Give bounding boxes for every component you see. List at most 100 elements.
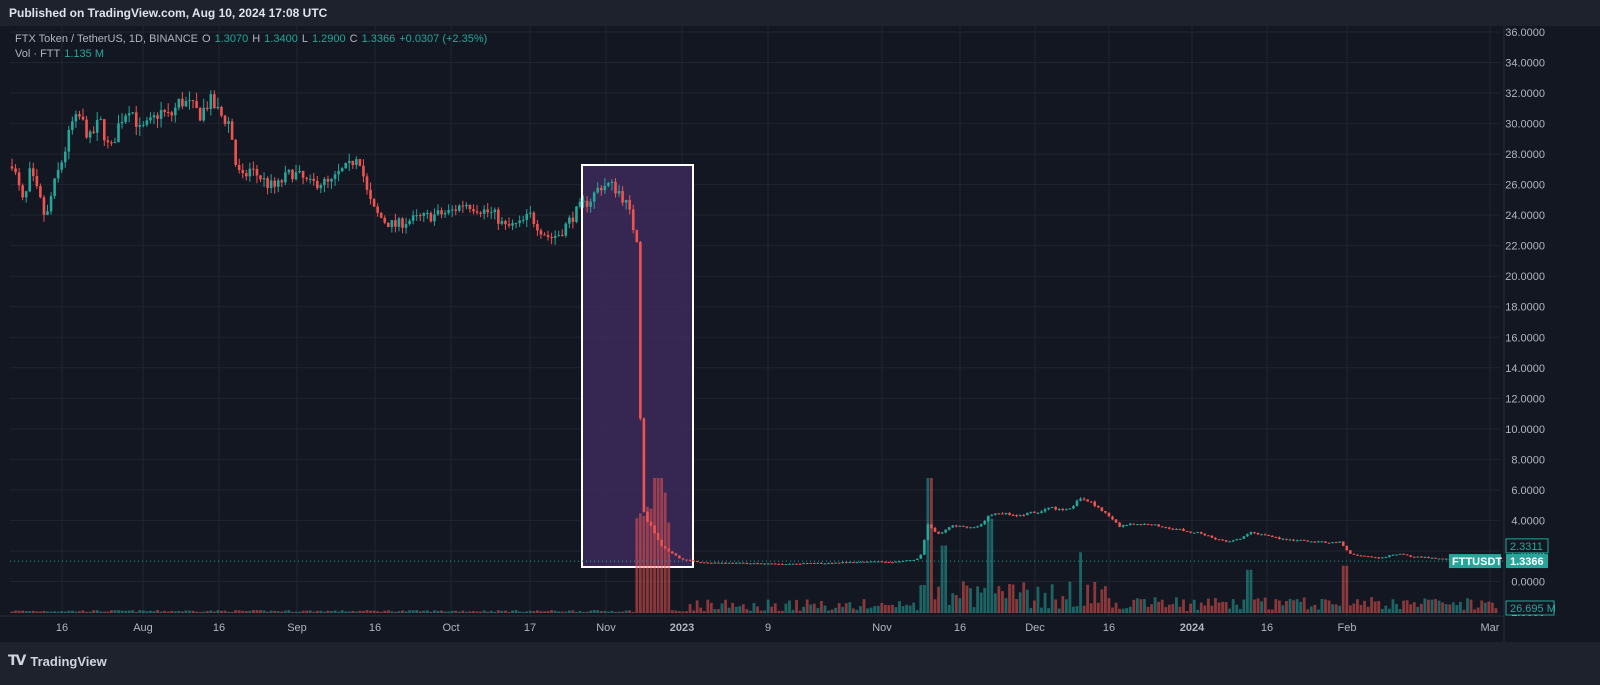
volume-bar bbox=[1412, 602, 1416, 613]
candle-body bbox=[610, 181, 614, 183]
volume-bar bbox=[930, 478, 933, 613]
volume-name[interactable]: Vol · FTT bbox=[15, 47, 61, 60]
volume-bar bbox=[1391, 599, 1395, 613]
time-tick-label: Sep bbox=[287, 622, 307, 634]
candle-body bbox=[976, 526, 979, 528]
candle-body bbox=[465, 204, 468, 207]
candle-body bbox=[635, 230, 639, 243]
candle-body bbox=[1341, 541, 1345, 546]
volume-bar bbox=[276, 611, 280, 613]
candle-body bbox=[355, 159, 358, 166]
candle-body bbox=[458, 205, 461, 211]
candle-body bbox=[1093, 501, 1097, 506]
volume-bar bbox=[205, 611, 209, 613]
volume-bar bbox=[63, 611, 67, 613]
candle-body bbox=[1299, 539, 1302, 541]
candle-body bbox=[280, 180, 284, 183]
candle-body bbox=[1079, 498, 1082, 501]
volume-bar bbox=[390, 611, 394, 613]
candle-body bbox=[181, 98, 184, 107]
candle-body bbox=[1231, 540, 1235, 542]
candle-body bbox=[1416, 556, 1420, 558]
candle-body bbox=[1214, 537, 1217, 540]
candle-body bbox=[1420, 556, 1423, 558]
volume-bar bbox=[1359, 604, 1363, 613]
candle-body bbox=[766, 563, 770, 565]
candle-body bbox=[1182, 528, 1185, 531]
candle-body bbox=[1281, 538, 1285, 540]
volume-bar bbox=[674, 610, 678, 613]
volume-bar bbox=[110, 610, 113, 613]
candle-body bbox=[805, 563, 809, 565]
volume-bar bbox=[394, 611, 397, 613]
candle-body bbox=[1125, 525, 1128, 527]
volume-bar bbox=[1487, 601, 1491, 613]
candle-body bbox=[983, 521, 986, 525]
volume-bar bbox=[1189, 603, 1192, 613]
candle-body bbox=[685, 559, 688, 561]
volume-bar bbox=[1419, 603, 1423, 613]
candle-body bbox=[166, 112, 170, 114]
volume-bar bbox=[14, 610, 17, 613]
volume-bar bbox=[614, 611, 617, 613]
volume-bar bbox=[596, 610, 600, 613]
candle-body bbox=[663, 546, 667, 549]
volume-bar bbox=[433, 610, 436, 613]
candle-body bbox=[177, 98, 181, 108]
candle-body bbox=[546, 235, 550, 238]
ohlc-row: FTX Token / TetherUS, 1D, BINANCE O 1.307… bbox=[15, 31, 487, 46]
candle-body bbox=[1235, 539, 1239, 541]
candle-body bbox=[17, 172, 21, 186]
volume-bar bbox=[1228, 608, 1232, 613]
volume-bar bbox=[912, 602, 916, 613]
volume-bar bbox=[1270, 609, 1274, 613]
volume-bar bbox=[273, 610, 277, 613]
volume-bar bbox=[685, 611, 688, 613]
volume-bar bbox=[99, 611, 103, 613]
volume-bar bbox=[1086, 584, 1090, 613]
volume-bar bbox=[1022, 582, 1026, 613]
volume-bar bbox=[940, 545, 944, 613]
price-axis[interactable]: 36.0000 34.0000 32.0000 30.0000 28.0000 26.00… bbox=[1505, 27, 1545, 619]
candle-body bbox=[1302, 539, 1306, 541]
volume-bar bbox=[354, 611, 358, 613]
candle-body bbox=[316, 180, 319, 189]
candle-body bbox=[699, 562, 702, 564]
candle-body bbox=[1246, 534, 1249, 537]
volume-bar bbox=[244, 611, 248, 613]
candle-body bbox=[951, 525, 955, 528]
volume-bar bbox=[1302, 597, 1306, 613]
volume-bar bbox=[397, 611, 401, 613]
price-chart[interactable]: 36.0000 34.0000 32.0000 30.0000 28.0000 26.00… bbox=[0, 26, 1600, 642]
candle-body bbox=[92, 131, 95, 133]
tradingview-logo[interactable]: 𝗧𝗩 TradingView bbox=[8, 653, 107, 669]
volume-bar bbox=[1157, 601, 1161, 613]
volume-bar bbox=[216, 610, 220, 613]
volume-bar bbox=[1288, 598, 1292, 613]
volume-bar bbox=[883, 604, 887, 613]
candle-body bbox=[1402, 553, 1405, 555]
volume-bar bbox=[1118, 608, 1121, 613]
volume-bar bbox=[255, 610, 259, 613]
candle-body bbox=[720, 562, 724, 564]
volume-bar bbox=[447, 611, 451, 613]
volume-bar bbox=[1380, 608, 1384, 613]
candle-body bbox=[990, 514, 994, 516]
volume-bar bbox=[564, 611, 568, 613]
symbol-name[interactable]: FTX Token / TetherUS, 1D, BINANCE bbox=[15, 32, 198, 45]
candle-body bbox=[1114, 519, 1118, 523]
candle-body bbox=[532, 212, 536, 224]
candle-body bbox=[1185, 530, 1189, 532]
volume-bar bbox=[727, 607, 731, 613]
volume-bar bbox=[763, 610, 766, 613]
low-value: 1.2900 bbox=[311, 32, 346, 45]
volume-bar bbox=[401, 610, 404, 613]
candle-body bbox=[671, 551, 674, 554]
candle-body bbox=[837, 562, 841, 564]
volume-bar bbox=[496, 610, 500, 613]
candle-body bbox=[1157, 524, 1160, 527]
candle-body bbox=[1075, 500, 1079, 506]
time-axis[interactable]: 16 Aug 16 Sep 16 Oct 17 Nov 2023 9 Nov 16 Dec 16 2024 1… bbox=[56, 622, 1500, 634]
candle-body bbox=[947, 527, 951, 530]
candle-body bbox=[919, 554, 923, 559]
